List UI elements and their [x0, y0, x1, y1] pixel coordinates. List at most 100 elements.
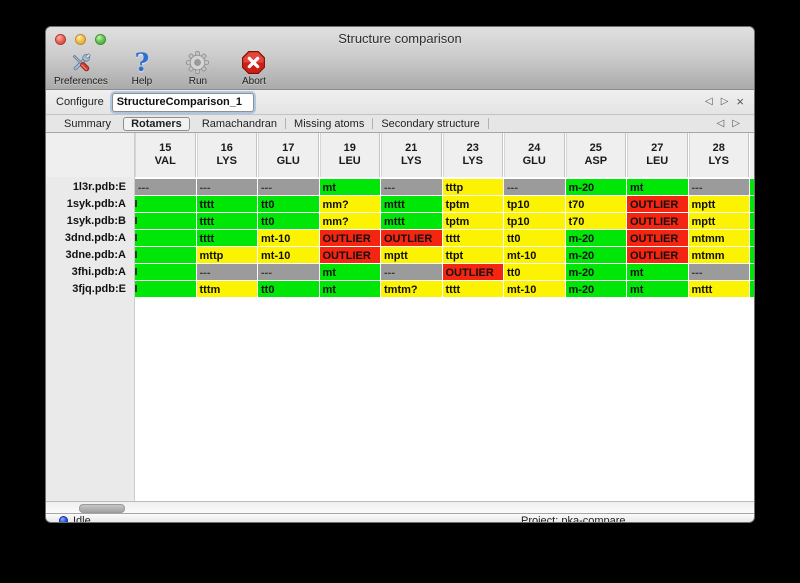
minimize-window-button[interactable] — [75, 34, 86, 45]
rotamer-cell[interactable]: m-20 — [565, 264, 626, 280]
rotamer-cell[interactable]: tptm — [442, 213, 503, 229]
rotamer-cell[interactable]: tttt — [442, 281, 503, 297]
rotamer-cell[interactable]: m-20 — [565, 247, 626, 263]
rotamer-cell[interactable]: tttt — [442, 230, 503, 246]
rotamer-cell[interactable]: tt0 — [258, 281, 319, 297]
rotamer-cell[interactable]: m-20 — [565, 230, 626, 246]
rotamer-cell[interactable]: tttt — [196, 196, 257, 212]
row-label[interactable]: 1l3r.pdb:E — [46, 179, 134, 195]
column-header-cell[interactable]: 15 VAL — [135, 133, 196, 177]
rotamer-cell[interactable]: --- — [688, 179, 749, 195]
config-close-button[interactable]: × — [736, 94, 744, 109]
rotamer-cell[interactable]: --- — [688, 264, 749, 280]
tab-rotamers[interactable]: Rotamers — [123, 116, 190, 131]
rotamer-cell[interactable]: tmtm? — [381, 281, 442, 297]
rotamer-cell[interactable]: mptt — [688, 213, 749, 229]
rotamer-cell[interactable]: --- — [381, 264, 442, 280]
rotamer-cell[interactable]: --- — [258, 264, 319, 280]
rotamer-cell[interactable]: tp10 — [504, 196, 565, 212]
rotamer-cell[interactable]: mttt — [688, 281, 749, 297]
rotamer-cell[interactable]: tp10 — [504, 213, 565, 229]
rotamer-cell[interactable] — [135, 196, 196, 212]
tabs-back-button[interactable]: ◁ — [716, 117, 725, 129]
row-label[interactable]: 3fhi.pdb:A — [46, 264, 134, 280]
rotamer-cell[interactable]: OUTLIER — [627, 230, 688, 246]
config-back-button[interactable]: ◁ — [705, 96, 713, 107]
preferences-button[interactable]: Preferences — [54, 49, 108, 87]
rotamer-cell[interactable] — [135, 281, 196, 297]
column-header-cell[interactable]: 19 LEU — [319, 133, 380, 177]
rotamer-cell[interactable]: mt — [319, 281, 380, 297]
rotamer-cell[interactable]: mm? — [319, 213, 380, 229]
row-label[interactable]: 1syk.pdb:A — [46, 196, 134, 212]
rotamer-cell[interactable]: mttt — [381, 196, 442, 212]
column-header-cell[interactable]: 27 LEU — [627, 133, 688, 177]
rotamer-cell[interactable]: mt — [627, 179, 688, 195]
config-forward-button[interactable]: ▷ — [720, 96, 729, 107]
rotamer-cell[interactable]: t70 — [565, 196, 626, 212]
row-label[interactable]: 3fjq.pdb:E — [46, 281, 134, 297]
rotamer-cell[interactable] — [135, 247, 196, 263]
rotamer-cell[interactable]: mttp — [196, 247, 257, 263]
rotamer-cell[interactable]: t70 — [565, 213, 626, 229]
column-header-cell[interactable]: 21 LYS — [381, 133, 442, 177]
rotamer-cell[interactable]: tt0 — [258, 213, 319, 229]
column-header-cell[interactable]: 25 ASP — [565, 133, 626, 177]
rotamer-cell[interactable]: tt0 — [258, 196, 319, 212]
rotamer-cell[interactable]: mtmm — [688, 247, 749, 263]
row-label[interactable]: 3dnd.pdb:A — [46, 230, 134, 246]
rotamer-cell[interactable]: OUTLIER — [319, 247, 380, 263]
rotamer-cell[interactable]: OUTLIER — [627, 196, 688, 212]
horizontal-scrollbar[interactable] — [46, 501, 754, 513]
column-header-cell[interactable]: 16 LYS — [196, 133, 257, 177]
rotamer-cell[interactable] — [135, 264, 196, 280]
rotamer-cell[interactable]: mptt — [688, 196, 749, 212]
rotamer-cell[interactable]: OUTLIER — [627, 247, 688, 263]
rotamer-cell[interactable]: tt0 — [504, 230, 565, 246]
rotamer-cell[interactable]: ttpt — [442, 247, 503, 263]
rotamer-cell[interactable]: tttt — [196, 213, 257, 229]
rotamer-cell[interactable]: mttt — [381, 213, 442, 229]
column-header-cell[interactable]: 24 GLU — [504, 133, 565, 177]
abort-button[interactable]: Abort — [232, 49, 276, 87]
rotamer-cell[interactable]: mt-10 — [504, 247, 565, 263]
rotamer-cell[interactable]: --- — [258, 179, 319, 195]
rotamer-cell[interactable]: mptt — [381, 247, 442, 263]
rotamer-cell[interactable]: OUTLIER — [319, 230, 380, 246]
rotamer-cell[interactable]: mt — [627, 264, 688, 280]
rotamer-cell[interactable] — [135, 213, 196, 229]
run-button[interactable]: Run — [176, 49, 220, 87]
rotamer-cell[interactable]: mt-10 — [258, 230, 319, 246]
column-header-cell[interactable]: 23 LYS — [442, 133, 503, 177]
rotamer-cell[interactable]: OUTLIER — [627, 213, 688, 229]
rotamer-cell[interactable]: mtmm — [688, 230, 749, 246]
column-header-cell[interactable]: 17 GLU — [258, 133, 319, 177]
rotamer-cell[interactable]: tttt — [196, 230, 257, 246]
tab-secondary-structure[interactable]: Secondary structure — [381, 117, 480, 130]
column-header-cell[interactable]: 28 LYS — [688, 133, 749, 177]
rotamer-cell[interactable]: m-20 — [565, 281, 626, 297]
rotamer-cell[interactable]: --- — [381, 179, 442, 195]
rotamer-cell[interactable]: mt — [319, 179, 380, 195]
rotamer-cell[interactable]: mt-10 — [258, 247, 319, 263]
row-label[interactable]: 1syk.pdb:B — [46, 213, 134, 229]
tab-missing-atoms[interactable]: Missing atoms — [294, 117, 365, 130]
rotamer-cell[interactable]: --- — [135, 179, 196, 195]
rotamer-cell[interactable]: mt — [627, 281, 688, 297]
rotamer-cell[interactable]: --- — [196, 179, 257, 195]
configuration-name-input[interactable] — [111, 92, 254, 112]
rotamer-cell[interactable]: mm? — [319, 196, 380, 212]
rotamer-cell[interactable]: tptm — [442, 196, 503, 212]
rotamer-cell[interactable] — [135, 230, 196, 246]
rotamer-cell[interactable]: mt-10 — [504, 281, 565, 297]
rotamer-cell[interactable]: tt0 — [504, 264, 565, 280]
zoom-window-button[interactable] — [95, 34, 106, 45]
horizontal-scrollbar-thumb[interactable] — [79, 504, 125, 513]
tabs-forward-button[interactable]: ▷ — [732, 117, 740, 129]
rotamer-cell[interactable]: OUTLIER — [442, 264, 503, 280]
rotamer-cell[interactable]: --- — [504, 179, 565, 195]
rotamer-cell[interactable]: tttm — [196, 281, 257, 297]
rotamer-cell[interactable]: mt — [319, 264, 380, 280]
rotamer-cell[interactable]: tttp — [442, 179, 503, 195]
rotamer-cell[interactable]: m-20 — [565, 179, 626, 195]
